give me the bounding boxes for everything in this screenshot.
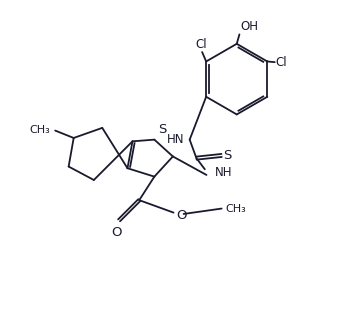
Text: CH₃: CH₃ xyxy=(225,203,246,214)
Text: O: O xyxy=(176,209,187,222)
Text: OH: OH xyxy=(241,20,259,33)
Text: CH₃: CH₃ xyxy=(29,125,50,135)
Text: Cl: Cl xyxy=(276,56,287,69)
Text: HN: HN xyxy=(167,133,185,146)
Text: O: O xyxy=(111,226,122,239)
Text: S: S xyxy=(158,123,166,136)
Text: NH: NH xyxy=(215,166,233,179)
Text: S: S xyxy=(223,149,232,162)
Text: Cl: Cl xyxy=(195,38,207,51)
